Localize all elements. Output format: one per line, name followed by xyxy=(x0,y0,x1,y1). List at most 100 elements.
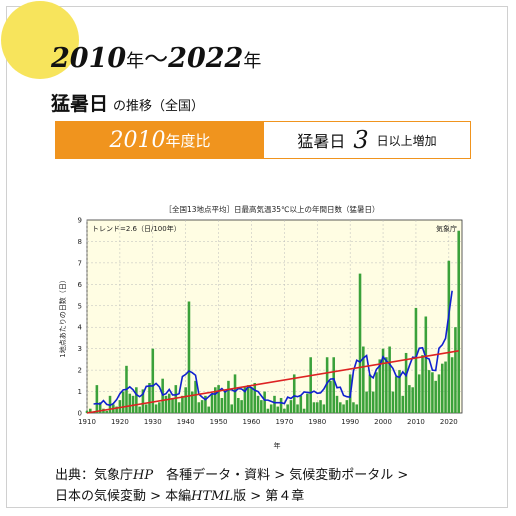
bar xyxy=(355,404,359,413)
infographic-card: 2010年〜2022年 猛暑日 の推移（全国） 2010 年度比 猛暑日 3 日以上増加… xyxy=(1,1,508,508)
x-tick-label: 1920 xyxy=(111,418,129,426)
bar xyxy=(181,395,184,413)
bar xyxy=(368,374,372,413)
bar xyxy=(342,404,345,413)
bar xyxy=(329,380,332,413)
x-tick-label: 1970 xyxy=(275,418,293,426)
bar xyxy=(427,370,431,413)
bar xyxy=(263,391,266,413)
x-tick-label: 1910 xyxy=(78,418,96,426)
bar xyxy=(164,395,168,413)
bar xyxy=(190,391,194,413)
axis-ticks: 0 1 2 3 4 5 6 7 8 9 1910 1920 1930 1940 1950 1960 1970 19… xyxy=(78,217,458,427)
bar xyxy=(339,402,342,413)
bar xyxy=(273,395,276,413)
bar xyxy=(286,404,289,413)
bar xyxy=(187,301,191,413)
source-line-1: 出典：気象庁HP 各種データ・資料 > 気候変動ポータル > xyxy=(55,465,408,486)
bar xyxy=(404,352,408,413)
bar xyxy=(306,393,309,413)
bar xyxy=(266,408,270,413)
source-line2-b: 版 > 第４章 xyxy=(233,489,305,504)
source-hp: HP xyxy=(133,468,154,483)
bar xyxy=(105,410,109,413)
bar xyxy=(250,387,253,413)
bar xyxy=(98,402,102,413)
trend-label: トレンド=2.6（日/100年） xyxy=(92,224,181,233)
comparison-metric: 猛暑日 xyxy=(297,132,346,151)
source-line1-rest: 各種データ・資料 > 気候変動ポータル > xyxy=(153,468,409,483)
bar xyxy=(457,230,460,413)
y-axis-label: 1地点あたりの日数（日） xyxy=(58,276,67,357)
bar xyxy=(95,385,99,413)
bar xyxy=(135,387,138,413)
bar xyxy=(253,382,257,413)
subtitle-main: 猛暑日 xyxy=(51,93,109,115)
bar xyxy=(174,385,178,413)
bar xyxy=(296,404,299,413)
y-tick-label: 5 xyxy=(78,302,82,310)
bar xyxy=(243,387,247,413)
bar xyxy=(260,400,263,413)
bar xyxy=(131,395,135,413)
subtitle-rest: の推移（全国） xyxy=(113,99,205,114)
trend-line xyxy=(86,350,459,414)
bar xyxy=(220,397,224,413)
bar xyxy=(246,385,250,413)
chart-title: ［全国13地点平均］日最高気温35℃以上の年間日数（猛暑日） xyxy=(164,204,379,214)
source-prefix: 出典：気象庁 xyxy=(55,468,134,483)
bar xyxy=(227,380,230,413)
x-tick-label: 1940 xyxy=(177,418,195,426)
y-tick-label: 7 xyxy=(78,259,82,267)
bar xyxy=(322,404,326,413)
bar xyxy=(437,374,441,413)
bar xyxy=(444,361,447,413)
bar xyxy=(381,348,385,413)
x-tick-label: 1930 xyxy=(144,418,162,426)
y-tick-label: 4 xyxy=(78,324,83,332)
x-tick-label: 1950 xyxy=(210,418,228,426)
bar xyxy=(141,389,145,413)
x-tick-label: 1960 xyxy=(243,418,261,426)
source-line2-a: 日本の気候変動 > 本編 xyxy=(55,489,192,504)
bar xyxy=(115,406,118,413)
bar xyxy=(148,382,151,413)
bar xyxy=(391,391,395,413)
bar xyxy=(408,385,411,413)
bar xyxy=(269,404,273,413)
bar xyxy=(335,395,339,413)
bar xyxy=(118,400,122,413)
y-tick-label: 8 xyxy=(78,238,82,246)
comparison-box: 2010 年度比 猛暑日 3 日以上増加 xyxy=(55,121,471,159)
bar xyxy=(207,406,210,413)
bar xyxy=(394,376,398,413)
y-tick-label: 3 xyxy=(78,345,82,353)
x-tick-label: 2010 xyxy=(407,418,425,426)
bar xyxy=(283,408,286,413)
bar xyxy=(345,400,349,413)
bar xyxy=(233,374,237,413)
comparison-label: 年度比 xyxy=(165,131,211,150)
bar xyxy=(210,393,214,413)
bar xyxy=(151,348,155,413)
source-line-2: 日本の気候変動 > 本編HTML版 > 第４章 xyxy=(55,486,408,507)
bar xyxy=(158,402,161,413)
bar xyxy=(312,402,316,413)
bar xyxy=(362,346,365,413)
bar xyxy=(414,307,418,413)
bar xyxy=(319,400,322,413)
bar xyxy=(388,346,391,413)
source-html: HTML xyxy=(191,489,234,504)
bar xyxy=(424,316,428,413)
bar xyxy=(434,380,437,413)
bar xyxy=(447,260,451,413)
comparison-result: 猛暑日 3 日以上増加 xyxy=(264,122,470,158)
bar xyxy=(138,406,141,413)
y-tick-label: 1 xyxy=(78,388,82,396)
bar xyxy=(200,400,204,413)
bar xyxy=(171,397,174,413)
bar xyxy=(128,393,132,413)
bar xyxy=(302,408,306,413)
bar xyxy=(214,387,217,413)
bar xyxy=(184,387,187,413)
